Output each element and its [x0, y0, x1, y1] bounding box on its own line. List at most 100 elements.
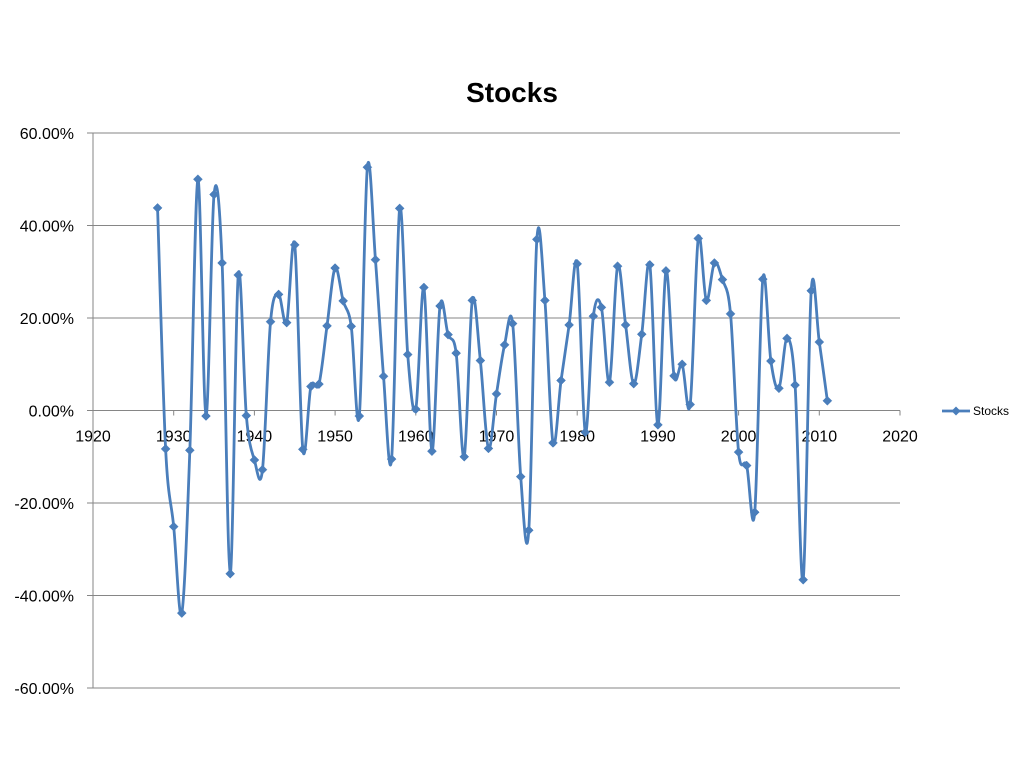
x-tick-label: 1940	[237, 429, 273, 446]
data-point	[346, 321, 357, 332]
data-point	[233, 270, 244, 280]
data-point	[548, 438, 558, 448]
data-point	[225, 568, 236, 579]
data-point	[201, 411, 211, 421]
y-tick-label: -20.00%	[14, 496, 74, 513]
data-point	[419, 282, 429, 293]
data-point	[435, 301, 445, 311]
data-point	[354, 411, 365, 421]
y-tick-label: 0.00%	[29, 404, 74, 421]
data-point	[782, 333, 792, 344]
data-point	[394, 203, 405, 214]
data-point	[669, 370, 679, 381]
data-point	[168, 521, 179, 532]
series-line-stocks	[156, 161, 829, 616]
data-point	[467, 295, 478, 306]
data-point	[701, 295, 712, 306]
data-point	[572, 259, 583, 269]
data-point	[531, 234, 542, 245]
x-tick-label: 1970	[479, 429, 515, 446]
data-point	[410, 404, 421, 414]
data-point	[507, 318, 518, 329]
y-tick-label: 40.00%	[20, 219, 74, 236]
data-point	[257, 464, 268, 475]
data-point	[540, 295, 550, 306]
data-point	[330, 263, 340, 273]
data-point	[604, 377, 615, 388]
legend: Stocks	[942, 404, 1009, 418]
data-point	[249, 455, 260, 465]
y-tick-label: 20.00%	[20, 311, 74, 328]
data-point	[677, 359, 687, 370]
data-point	[580, 427, 591, 438]
data-point	[322, 321, 332, 331]
data-point	[152, 203, 163, 213]
data-point	[588, 311, 599, 322]
y-tick-label: 60.00%	[20, 126, 74, 143]
data-point	[757, 274, 768, 285]
data-point	[459, 451, 470, 462]
y-axis-tick-labels: 60.00% 40.00% 20.00% 0.00% -20.00% -40.00% -60…	[14, 126, 74, 698]
data-point	[193, 174, 203, 185]
data-point	[491, 388, 502, 399]
data-point	[314, 379, 324, 389]
x-tick-label: 2010	[802, 429, 838, 446]
y-tick-label: -60.00%	[14, 681, 74, 698]
data-point	[733, 447, 744, 457]
data-point	[709, 258, 720, 268]
data-point	[402, 349, 413, 360]
data-point	[499, 339, 510, 350]
data-point	[749, 507, 760, 518]
data-point	[814, 337, 825, 347]
data-point	[297, 444, 308, 455]
data-point	[217, 258, 227, 268]
data-point	[717, 274, 728, 285]
x-tick-label: 1920	[75, 429, 111, 446]
data-point	[661, 265, 671, 276]
data-point	[265, 316, 276, 327]
data-point	[644, 259, 655, 270]
data-point	[378, 371, 389, 382]
data-point	[822, 395, 833, 406]
y-tick-label: -40.00%	[14, 589, 74, 606]
x-tick-label: 1990	[640, 429, 676, 446]
data-point	[160, 444, 171, 454]
x-tick-label: 1960	[398, 429, 434, 446]
data-point	[427, 446, 437, 457]
data-point	[515, 471, 526, 482]
data-point	[636, 329, 647, 340]
data-point	[653, 419, 663, 430]
chart-title: Stocks	[466, 77, 558, 108]
data-point	[241, 410, 252, 421]
data-point	[184, 445, 195, 456]
x-axis-tick-labels: 1920 1930 1940 1950 1960 1970 1980 1990 2000 2010…	[75, 429, 918, 446]
data-point	[281, 317, 292, 328]
axes	[92, 133, 901, 688]
data-point	[725, 308, 736, 319]
series-stocks	[152, 161, 833, 618]
data-point	[483, 443, 494, 454]
data-point	[386, 454, 397, 464]
data-point	[564, 320, 574, 330]
legend-label-stocks: Stocks	[973, 404, 1009, 418]
legend-marker-stocks	[951, 406, 961, 416]
data-point	[620, 320, 631, 330]
data-point	[289, 240, 300, 250]
data-point	[443, 329, 453, 340]
x-tick-label: 1980	[559, 429, 595, 446]
data-point	[693, 233, 704, 244]
x-tick-label: 1930	[156, 429, 192, 446]
data-point	[370, 254, 381, 265]
data-point	[628, 378, 639, 389]
data-point	[273, 289, 284, 300]
data-point	[451, 348, 462, 359]
data-point	[306, 381, 316, 392]
data-point	[523, 525, 534, 536]
data-point	[766, 356, 776, 366]
data-point	[362, 162, 373, 173]
data-point	[774, 383, 784, 394]
data-point	[475, 355, 486, 366]
data-point	[612, 261, 623, 272]
data-point	[790, 380, 800, 390]
